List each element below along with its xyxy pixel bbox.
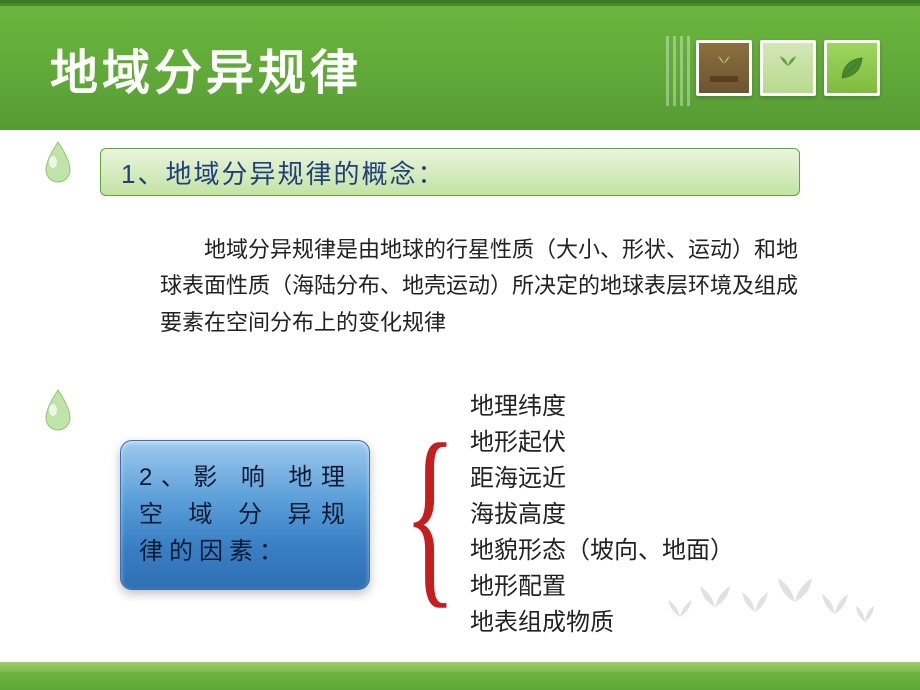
list-item: 海拔高度 <box>470 497 734 533</box>
curly-bracket-icon: { <box>404 425 457 605</box>
definition-paragraph: 地域分异规律是由地球的行星性质（大小、形状、运动）和地球表面性质（海陆分布、地壳… <box>160 232 800 341</box>
section1-heading-text: 1、地域分异规律的概念： <box>121 154 445 191</box>
section1-heading-bar: 1、地域分异规律的概念： <box>100 148 800 196</box>
slide-title: 地域分异规律 <box>50 33 362 103</box>
header-thumbnails <box>696 40 880 96</box>
list-item: 距海远近 <box>470 461 734 497</box>
list-item: 地理纬度 <box>470 389 734 425</box>
thumbnail-sprout-icon <box>696 40 752 96</box>
plants-deco-icon <box>660 562 880 662</box>
footer-bar-light <box>0 662 920 672</box>
section2-heading-text: 2、影 响 地理 空 域 分 异规律的因素： <box>139 459 351 571</box>
thumbnail-seedling-icon <box>760 40 816 96</box>
slide-header: 地域分异规律 <box>0 0 920 130</box>
header-deco-lines <box>666 36 690 106</box>
list-item: 地形起伏 <box>470 425 734 461</box>
section2-heading-box: 2、影 响 地理 空 域 分 异规律的因素： <box>120 440 370 590</box>
slide-footer <box>0 662 920 690</box>
thumbnail-leaf-icon <box>824 40 880 96</box>
footer-bar-dark <box>0 672 920 690</box>
